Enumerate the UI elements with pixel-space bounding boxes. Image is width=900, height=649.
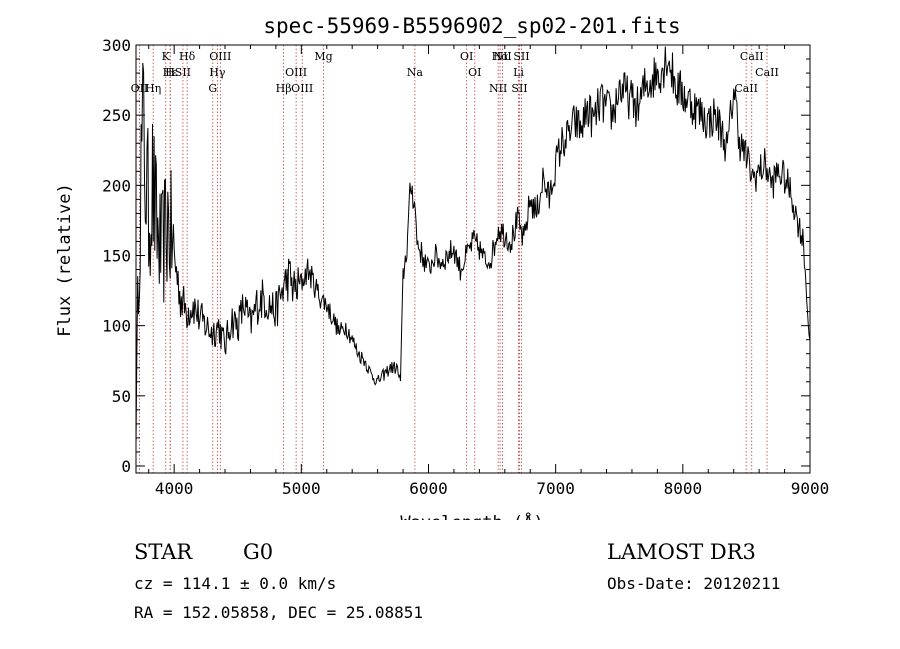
y-tick-label-2: 100 [102,317,131,336]
line-label-11: OII [131,82,149,95]
line-label-21: SII [513,50,529,63]
line-label-9: Mg [314,50,332,63]
object-class: STAR [134,540,193,564]
observation-date: Obs-Date: 20120211 [607,574,781,593]
line-label-10: Na [407,66,424,79]
line-label-19: SII [175,66,191,79]
x-tick-label-1: 5000 [282,479,321,498]
line-label-12: OIII [209,50,231,63]
spectrum-line [135,46,811,445]
line-label-17: NII [489,82,507,95]
x-axis-label: Wavelength (Å) [400,511,543,520]
line-label-16: OI [468,66,481,79]
x-axis: 4000 5000 6000 7000 8000 9000 [148,45,830,498]
line-label-3: Hα [492,50,510,63]
line-label-23: CaII [734,82,758,95]
line-label-7: H [165,66,175,79]
y-tick-label-5: 250 [102,106,131,125]
line-label-4: Hε [163,66,179,79]
line-label-5: Hη [145,82,161,95]
x-tick-label-5: 9000 [791,479,830,498]
x-tick-label-0: 4000 [155,479,194,498]
x-tick-label-2: 6000 [409,479,448,498]
line-label-22: Li [513,66,524,79]
line-label-0: Hδ [179,50,196,63]
line-label-25: CaII [755,66,779,79]
velocity-readout: cz = 114.1 ± 0.0 km/s [134,574,337,593]
spectral-line-markers [139,45,768,473]
line-label-24: CaII [740,50,764,63]
line-label-13: OIII [285,66,307,79]
y-axis: 0 50 100 150 200 250 300 [102,36,810,476]
y-tick-label-6: 300 [102,36,131,55]
x-tick-label-4: 8000 [664,479,703,498]
y-axis-label: Flux (relative) [55,183,75,337]
line-label-6: K [162,50,171,63]
y-tick-label-1: 50 [112,387,131,406]
x-tick-label-3: 7000 [536,479,575,498]
coordinates-readout: RA = 152.05858, DEC = 25.08851 [134,603,423,622]
line-label-15: OI [460,50,473,63]
survey-name: LAMOST DR3 [607,540,756,564]
line-label-1: Hγ [209,66,226,79]
chart-title: spec-55969-B5596902_sp02-201.fits [263,14,680,38]
plot-frame [135,44,811,474]
y-tick-label-3: 150 [102,246,131,265]
line-label-14: OIII [291,82,313,95]
line-label-18: NII [493,50,511,63]
line-label-20: SII [511,82,527,95]
line-label-2: Hβ [276,82,292,95]
y-tick-label-4: 200 [102,176,131,195]
line-label-8: G [208,82,217,95]
spectrum-plot: spec-55969-B5596902_sp02-201.fits Hδ Hγ Hβ… [55,14,830,520]
y-tick-label-0: 0 [121,457,131,476]
object-subclass: G0 [243,540,274,564]
